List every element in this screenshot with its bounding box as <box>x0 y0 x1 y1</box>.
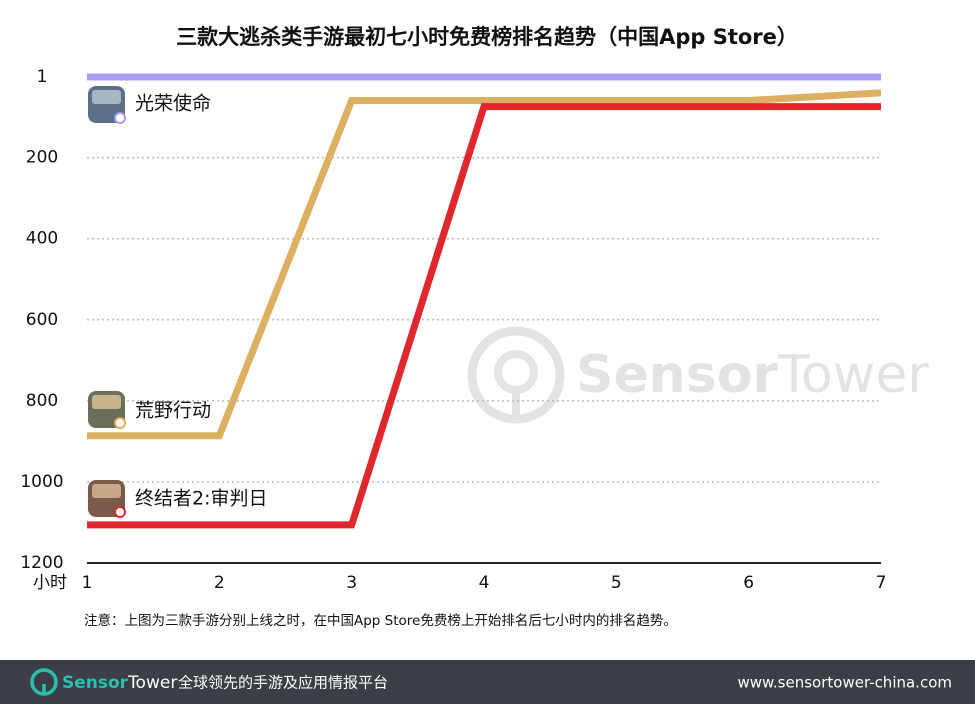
x-tick-label: 1 <box>82 573 93 593</box>
watermark-logo <box>494 350 538 394</box>
watermark-text: Tower <box>777 345 929 405</box>
footer-brand: Sensor <box>62 673 129 693</box>
app-icon <box>92 395 121 409</box>
legend-label: 荒野行动 <box>135 400 211 422</box>
legend-label: 光荣使命 <box>135 93 211 115</box>
footer-tagline: 全球领先的手游及应用情报平台 <box>178 674 388 692</box>
series-line <box>87 103 881 529</box>
x-tick-label: 5 <box>611 573 622 593</box>
x-tick-label: 3 <box>346 573 357 593</box>
series-line <box>87 89 882 440</box>
footer-url: www.sensortower-china.com <box>737 674 952 692</box>
y-tick-label: 800 <box>26 391 58 411</box>
watermark: SensorTower <box>467 326 929 424</box>
x-tick-label: 4 <box>479 573 490 593</box>
x-axis-label: 小时 <box>33 573 67 593</box>
x-tick-label: 2 <box>214 573 225 593</box>
app-icon <box>92 484 121 498</box>
app-icon-badge <box>114 112 126 124</box>
watermark-text: SensorTower <box>576 345 929 405</box>
x-tick-label: 6 <box>743 573 754 593</box>
footer-brand: SensorTower <box>62 673 177 693</box>
y-tick-label: 1000 <box>20 472 63 492</box>
note: 注意：上图为三款手游分别上线之时，在中国App Store免费榜上开始排名后七小… <box>84 612 677 629</box>
footer-brand: Tower <box>127 673 177 693</box>
footer-bar <box>0 660 975 704</box>
app-icon <box>92 90 121 104</box>
chart-title: 三款大逃杀类手游最初七小时免费榜排名趋势（中国App Store） <box>176 25 798 49</box>
watermark-logo <box>467 326 565 424</box>
app-icon-badge <box>114 417 126 429</box>
x-tick-label: 7 <box>876 573 887 593</box>
y-tick-label: 1200 <box>20 553 63 573</box>
app-icon-badge <box>114 506 126 518</box>
y-tick-label: 400 <box>26 229 58 249</box>
legend-label: 终结者2:审判日 <box>135 488 268 510</box>
watermark-text: Sensor <box>576 345 778 405</box>
y-tick-label: 200 <box>26 148 58 168</box>
y-tick-label: 600 <box>26 310 58 330</box>
y-tick-label: 1 <box>37 67 48 87</box>
